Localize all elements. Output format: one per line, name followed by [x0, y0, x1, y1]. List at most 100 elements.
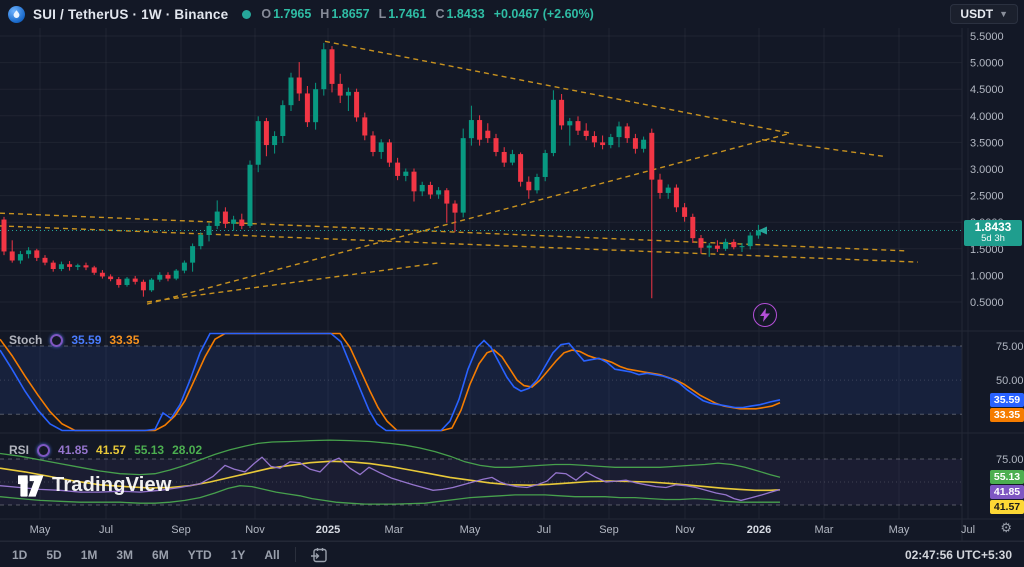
candle-body: [124, 278, 130, 285]
indicator-ring-icon[interactable]: [50, 333, 64, 347]
range-button-all[interactable]: All: [264, 547, 280, 562]
currency-selector-button[interactable]: USDT ▼: [950, 4, 1018, 24]
rsi-series[interactable]: [0, 439, 781, 505]
price-tick-label: 2.5000: [970, 191, 1004, 203]
candle-body: [419, 184, 425, 192]
candle-body: [698, 238, 704, 248]
watermark-text: TradingView: [52, 474, 172, 496]
candle-body: [641, 139, 647, 149]
price-tick-label: 0.5000: [970, 297, 1004, 309]
change-value: +0.0467 (+2.60%): [493, 7, 594, 21]
tradingview-logo-icon: [18, 474, 44, 497]
candle-body: [567, 121, 573, 126]
open-label: O: [261, 7, 272, 21]
candle-body: [173, 270, 179, 279]
candle-body: [673, 187, 679, 208]
candlestick-series[interactable]: [1, 42, 761, 299]
stoch-k-line: [0, 332, 781, 432]
candle-body: [108, 276, 114, 280]
candle-body: [214, 211, 220, 226]
range-button-1m[interactable]: 1M: [80, 547, 98, 562]
time-tick-label: Nov: [245, 524, 265, 536]
stoch-tick-label: 50.00: [996, 375, 1024, 387]
rsi-title[interactable]: RSI: [9, 443, 30, 457]
candle-body: [222, 211, 228, 224]
candle-body: [550, 99, 556, 154]
candle-body: [723, 241, 729, 249]
time-tick-label: 2026: [747, 524, 771, 536]
price-tick-label: 5.5000: [970, 31, 1004, 43]
range-button-1y[interactable]: 1Y: [230, 547, 246, 562]
sui-logo-icon[interactable]: [8, 5, 25, 23]
candle-body: [370, 135, 376, 152]
price-arrow-icon: [758, 226, 767, 235]
high-label: H: [320, 7, 330, 21]
candle-body: [575, 121, 581, 131]
lightning-icon[interactable]: [753, 303, 777, 327]
bar-countdown: 5d 3h: [981, 233, 1005, 244]
symbol-title[interactable]: SUI / TetherUS · 1W · Binance: [33, 6, 229, 22]
stoch-series[interactable]: [0, 332, 781, 432]
trendline[interactable]: [146, 133, 789, 305]
timezone-settings-icon[interactable]: ⚙: [1000, 520, 1012, 535]
currency-label: USDT: [960, 7, 994, 21]
tradingview-watermark: TradingView: [18, 474, 172, 497]
last-price-badge[interactable]: 1.8433 5d 3h: [964, 220, 1022, 246]
candle-body: [444, 190, 450, 204]
trendline[interactable]: [0, 225, 919, 263]
range-button-1d[interactable]: 1D: [12, 547, 28, 562]
rsi-tick-label: 75.00: [996, 454, 1024, 466]
range-button-3m[interactable]: 3M: [116, 547, 134, 562]
time-tick-label: May: [889, 524, 910, 536]
time-tick-label: Mar: [385, 524, 404, 536]
candle-body: [542, 153, 548, 177]
candle-body: [132, 278, 138, 282]
candle-body: [67, 264, 73, 267]
trendlines[interactable]: [0, 40, 919, 305]
candle-body: [600, 142, 606, 146]
candle-body: [157, 274, 163, 280]
stoch-title[interactable]: Stoch: [9, 333, 43, 347]
rsi-lower-band-line: [0, 485, 780, 505]
rsi-upper-band-line: [0, 439, 781, 478]
candle-body: [452, 203, 458, 213]
candle-body: [706, 245, 712, 248]
rsi-pane-header[interactable]: RSI 41.85 41.57 55.13 28.02: [9, 443, 202, 457]
candle-body: [559, 99, 565, 126]
candle-body: [755, 230, 761, 236]
rsi-lower-band-value: 28.02: [172, 443, 203, 457]
candle-body: [591, 136, 597, 143]
trendline[interactable]: [761, 139, 884, 157]
candle-body: [362, 117, 368, 136]
range-button-ytd[interactable]: YTD: [187, 547, 212, 562]
candle-body: [493, 138, 499, 152]
indicator-ring-icon[interactable]: [37, 443, 51, 457]
candle-body: [665, 187, 671, 193]
last-price-value: 1.8433: [974, 220, 1012, 234]
trendline[interactable]: [146, 261, 442, 303]
trendline[interactable]: [324, 40, 792, 135]
range-button-6m[interactable]: 6M: [152, 547, 169, 562]
candle-body: [403, 171, 409, 176]
open-value: 1.7965: [273, 7, 312, 21]
clock-timezone[interactable]: 02:47:56 UTC+5:30: [904, 547, 1012, 562]
candle-body: [739, 246, 745, 248]
candle-body: [386, 142, 392, 163]
stoch-pane-header[interactable]: Stoch 35.59 33.35: [9, 333, 139, 347]
candle-body: [518, 154, 524, 182]
bottom-toolbar: 1D 5D 1M 3M 6M YTD 1Y All 02:47:56 UTC+5…: [0, 541, 1024, 567]
candle-body: [296, 77, 302, 94]
go-to-date-icon[interactable]: [310, 547, 328, 563]
candle-body: [624, 126, 630, 139]
candle-body: [58, 264, 64, 270]
candle-body: [337, 83, 343, 96]
candle-body: [731, 241, 737, 248]
candle-body: [42, 257, 48, 263]
candle-body: [231, 219, 237, 224]
trendline[interactable]: [0, 212, 909, 252]
market-status-icon[interactable]: [242, 9, 252, 19]
rsi-line-badge: 41.85: [990, 485, 1024, 499]
range-button-5d[interactable]: 5D: [46, 547, 62, 562]
candle-body: [181, 262, 187, 271]
